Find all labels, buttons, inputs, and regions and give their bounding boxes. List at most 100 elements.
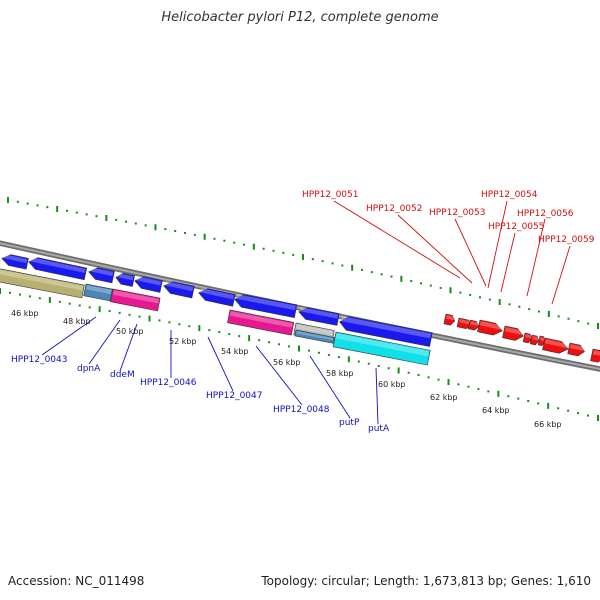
gene-arrow xyxy=(298,307,340,326)
scale-tick xyxy=(16,200,19,203)
scale-tick xyxy=(567,409,570,412)
outer-scale-ticks xyxy=(7,197,599,329)
scale-tick xyxy=(567,317,570,320)
scale-tick xyxy=(351,264,354,271)
scale-tick xyxy=(36,204,39,207)
gene-body xyxy=(502,325,524,341)
scale-tick xyxy=(410,280,413,283)
gene-body xyxy=(298,307,340,326)
gene-label-hpp12-0043[interactable]: HPP12_0043 xyxy=(11,355,67,365)
gene-label-hpp12-0047[interactable]: HPP12_0047 xyxy=(206,391,262,401)
scale-tick xyxy=(28,295,31,298)
scale-tick xyxy=(457,383,460,386)
callout-line xyxy=(309,355,351,419)
gene-arrow xyxy=(502,325,524,341)
gene-body xyxy=(115,272,135,287)
scale-tick xyxy=(587,414,590,417)
callout-line xyxy=(207,336,234,392)
scale-tick xyxy=(7,197,9,203)
gene-highlight xyxy=(446,315,455,321)
gene-body xyxy=(110,288,161,312)
gene-body xyxy=(467,319,480,331)
scale-tick xyxy=(203,233,206,240)
gene-label-putp[interactable]: putP xyxy=(339,418,360,428)
gene-label-hpp12-0053[interactable]: HPP12_0053 xyxy=(429,208,485,218)
scale-label: 48 kbp xyxy=(63,317,91,326)
scale-tick xyxy=(243,243,245,246)
gene-label-hpp12-0051[interactable]: HPP12_0051 xyxy=(302,190,358,200)
gene-arrow xyxy=(234,294,298,318)
gene-highlight xyxy=(29,257,86,273)
scale-tick xyxy=(108,310,111,313)
scale-tick xyxy=(164,228,167,231)
scale-tick xyxy=(268,341,271,344)
scale-tick xyxy=(538,310,540,313)
scale-tick xyxy=(128,313,131,316)
gene-arrow xyxy=(110,288,161,312)
scale-label: 50 kbp xyxy=(116,327,144,336)
gene-label-puta[interactable]: putA xyxy=(368,424,390,434)
scale-tick xyxy=(56,205,59,212)
gene-highlight xyxy=(296,331,334,341)
callout-line xyxy=(255,345,303,406)
scale-tick xyxy=(380,273,383,276)
gene-label-dpna[interactable]: dpnA xyxy=(77,364,101,374)
inner-scale-ticks xyxy=(0,288,599,421)
callout-line xyxy=(487,200,508,289)
gene-highlight xyxy=(112,290,159,304)
scale-tick xyxy=(420,282,422,285)
gene-body xyxy=(83,283,113,302)
scale-tick xyxy=(307,349,310,352)
gene-highlight xyxy=(299,307,339,319)
scale-tick xyxy=(527,400,530,403)
gene-label-hpp12-0059[interactable]: HPP12_0059 xyxy=(538,235,595,245)
gene-arrow xyxy=(339,316,433,347)
gene-body xyxy=(227,309,295,336)
gene-label-hpp12-0048[interactable]: HPP12_0048 xyxy=(273,405,330,415)
scale-tick xyxy=(459,291,462,294)
gene-arrow xyxy=(294,329,335,344)
gene-body xyxy=(198,288,236,307)
gene-arrow xyxy=(522,332,533,344)
scale-tick xyxy=(138,315,141,318)
gene-body xyxy=(529,334,540,346)
scale-tick xyxy=(168,321,171,324)
gene-highlight xyxy=(532,336,539,341)
gene-highlight xyxy=(569,344,585,351)
callout-line xyxy=(333,200,461,279)
gene-arrow xyxy=(537,335,546,346)
scale-tick xyxy=(370,271,373,274)
scale-tick xyxy=(547,310,550,317)
scale-tick xyxy=(154,224,157,231)
gene-label-ddem[interactable]: ddeM xyxy=(110,370,135,380)
gene-body xyxy=(443,313,456,326)
gene-arrow xyxy=(0,267,85,299)
scale-tick xyxy=(178,323,181,326)
scale-tick xyxy=(262,247,265,250)
gene-label-hpp12-0054[interactable]: HPP12_0054 xyxy=(481,190,538,200)
scale-tick xyxy=(400,275,403,282)
gene-highlight xyxy=(544,339,569,349)
gene-arrow xyxy=(542,337,569,354)
gene-label-hpp12-0052[interactable]: HPP12_0052 xyxy=(366,204,422,214)
gene-body xyxy=(294,329,335,344)
callout-line xyxy=(454,218,487,287)
gene-arrow xyxy=(456,317,473,330)
scale-tick xyxy=(228,333,231,336)
callout-line xyxy=(526,218,546,297)
scale-tick xyxy=(337,356,340,359)
scale-tick xyxy=(223,239,226,242)
genome-backbone-arc xyxy=(0,240,600,372)
gene-label-hpp12-0046[interactable]: HPP12_0046 xyxy=(140,378,197,388)
gene-label-hpp12-0055[interactable]: HPP12_0055 xyxy=(488,222,544,232)
gene-label-hpp12-0056[interactable]: HPP12_0056 xyxy=(517,209,574,219)
scale-tick xyxy=(587,322,590,325)
scale-tick xyxy=(66,209,68,212)
scale-tick xyxy=(115,218,118,221)
scale-tick xyxy=(577,320,580,323)
gene-arrow xyxy=(28,257,88,281)
scale-tick xyxy=(479,296,481,299)
gene-arrow xyxy=(477,319,503,336)
scale-tick xyxy=(449,287,452,294)
